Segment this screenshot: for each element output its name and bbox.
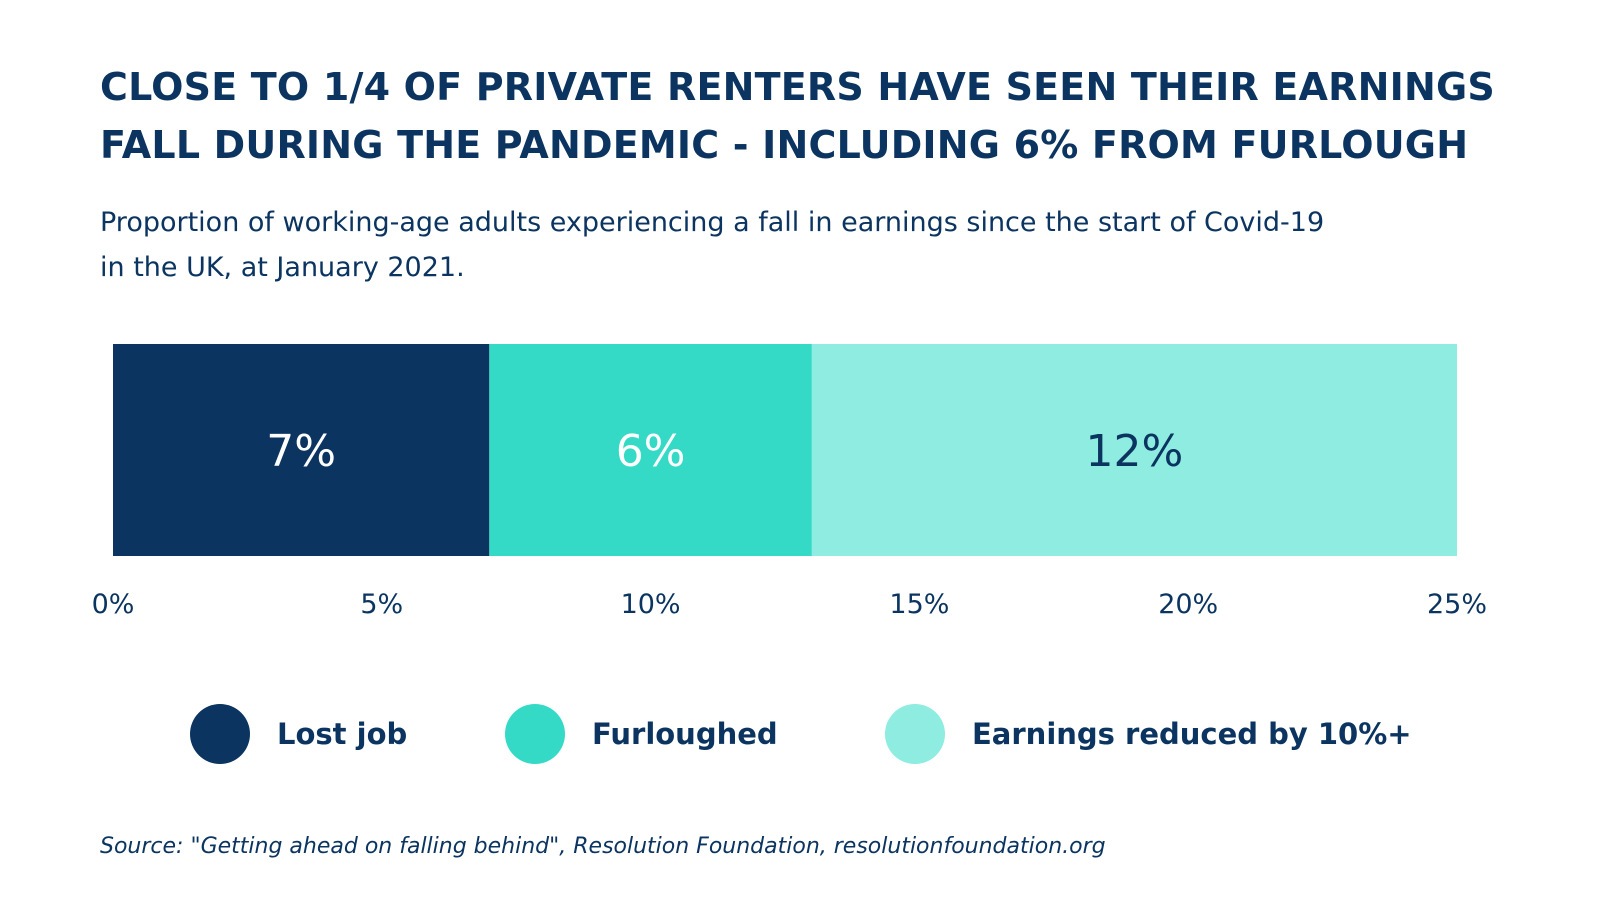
x-tick-label: 5% <box>360 589 403 620</box>
data-label-lost-job: 7% <box>266 426 336 477</box>
bar-segment-lost-job <box>113 344 490 556</box>
legend-item-furloughed: Furloughed <box>505 704 778 764</box>
x-tick-label: 25% <box>1427 589 1487 620</box>
legend-swatch-earnings-reduced <box>885 704 945 764</box>
legend-label-lost-job: Lost job <box>277 717 408 751</box>
chart-title-line-2: FALL DURING THE PANDEMIC - INCLUDING 6% … <box>100 123 1469 167</box>
chart-title-line-1: CLOSE TO 1/4 OF PRIVATE RENTERS HAVE SEE… <box>100 65 1495 109</box>
x-tick-label: 20% <box>1158 589 1218 620</box>
x-tick-label: 10% <box>621 589 681 620</box>
chart-legend: Lost job Furloughed Earnings reduced by … <box>0 704 1600 764</box>
data-label-furloughed: 6% <box>616 426 686 477</box>
chart-title: CLOSE TO 1/4 OF PRIVATE RENTERS HAVE SEE… <box>100 58 1500 174</box>
chart-subtitle-line-2: in the UK, at January 2021. <box>100 252 465 283</box>
legend-label-furloughed: Furloughed <box>592 717 778 751</box>
legend-item-earnings-reduced: Earnings reduced by 10%+ <box>885 704 1412 764</box>
chart-subtitle: Proportion of working-age adults experie… <box>100 200 1420 290</box>
data-label-earnings-reduced-by-10: 12% <box>1086 426 1184 477</box>
legend-label-earnings-reduced: Earnings reduced by 10%+ <box>972 717 1412 751</box>
x-tick-label: 0% <box>92 589 135 620</box>
bar-segment-furloughed <box>489 344 812 556</box>
x-tick-label: 15% <box>889 589 949 620</box>
legend-swatch-furloughed <box>505 704 565 764</box>
chart-subtitle-line-1: Proportion of working-age adults experie… <box>100 207 1325 238</box>
legend-swatch-lost-job <box>190 704 250 764</box>
legend-item-lost-job: Lost job <box>190 704 407 764</box>
bar-segment-earnings-reduced-by-10 <box>811 344 1457 556</box>
source-note: Source: "Getting ahead on falling behind… <box>100 834 1106 859</box>
stacked-bar-chart: 7% 6% 12% 0% 5% 10% 15% 20% 25% <box>92 344 1487 620</box>
